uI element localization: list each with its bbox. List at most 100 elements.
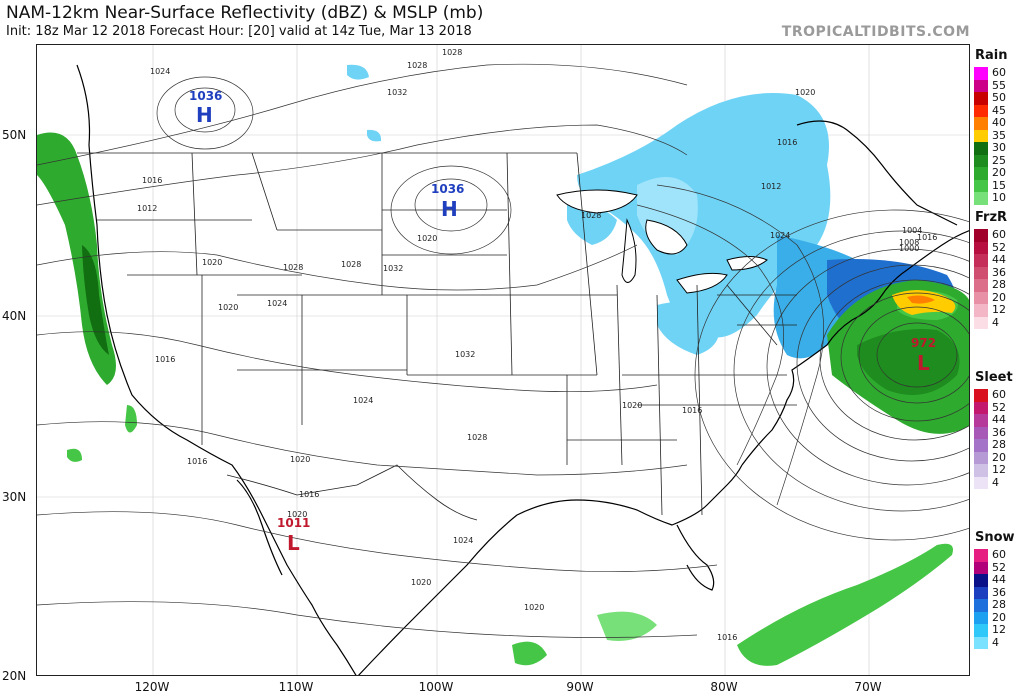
legend-level-label: 30 [992,141,1006,154]
isobar-label: 1028 [341,260,361,269]
legend-swatch [974,154,988,167]
isobar-label: 1016 [155,355,175,364]
legend-swatch [974,611,988,624]
legend-swatch [974,241,988,254]
pressure-value: 1036 [431,182,464,196]
legend-swatch [974,636,988,649]
isobar-label: 1016 [682,406,702,415]
legend-swatch [974,304,988,317]
weather-map: 1024 1028 1028 1032 1016 1012 1020 1028 … [36,44,970,676]
pressure-value: 1011 [277,516,310,530]
legend-level-label: 36 [992,425,1006,439]
legend-level-label: 28 [992,438,1006,451]
legend-swatch [974,167,988,180]
graticule [37,45,969,675]
legend-rain-bar: 60 55 50 45 40 35 30 25 20 15 10 [974,67,1006,205]
legend-swatch [974,104,988,117]
legend-level-label: 12 [992,303,1006,316]
legend-level-label: 44 [992,573,1006,586]
high-pressure-center: 1036 H [189,89,222,127]
legend-swatch [974,79,988,92]
lon-label: 110W [278,680,314,694]
legend-swatch [974,92,988,105]
low-pressure-symbol: L [917,351,930,375]
legend-swatch [974,426,988,439]
lat-label: 20N [2,669,27,683]
high-pressure-center: 1036 H [431,182,464,221]
legend-frzr-bar: 60 52 44 36 28 20 12 4 [974,229,1006,329]
isobar-label: 1028 [407,61,427,70]
legend-level-label: 40 [992,116,1006,129]
isobar-label: 1028 [581,211,601,220]
lon-label: 90W [566,680,594,694]
legend-swatch [974,586,988,599]
isobar-label: 1020 [202,258,222,267]
legend-level-label: 15 [992,178,1006,192]
legend-level-label: 20 [992,450,1006,464]
legend-sleet: Sleet [972,370,1024,385]
legend-swatch [974,316,988,329]
isobars [37,63,969,638]
legend-level-label: 50 [992,91,1006,104]
isobar-label: 1032 [383,264,403,273]
isobar-label: 1020 [411,578,431,587]
lon-label: 120W [134,680,170,694]
isobar-label: 1020 [417,234,437,243]
political-borders [77,152,797,521]
map-canvas: 1024 1028 1028 1032 1016 1012 1020 1028 … [37,45,969,675]
legend-swatch [974,574,988,587]
isobar-label: 1020 [795,88,815,97]
legend-swatch [974,464,988,477]
legend-level-label: 52 [992,240,1006,254]
isobar-label: 1024 [770,231,790,240]
legend-snow: Snow [972,530,1024,545]
pressure-centers: 1036 H 1036 H 1011 L 972 L [189,89,936,555]
legend-level-label: 45 [992,103,1006,117]
pressure-value: 1036 [189,89,222,103]
pressure-value: 972 [911,336,936,350]
chart-subtitle: Init: 18z Mar 12 2018 Forecast Hour: [20… [6,24,472,39]
legend-swatch [974,451,988,464]
high-pressure-symbol: H [196,103,213,127]
legend-level-label: 60 [992,66,1006,79]
legend-swatch [974,129,988,142]
legend-level-label: 55 [992,78,1006,92]
legend-swatch [974,401,988,414]
legend-level-label: 4 [992,635,999,649]
lon-label: 70W [854,680,882,694]
high-pressure-symbol: H [441,197,458,221]
legend-level-label: 12 [992,623,1006,636]
lon-label: 100W [418,680,454,694]
legend-swatch [974,291,988,304]
legend-swatch [974,599,988,612]
legend-swatch [974,389,988,402]
legend-swatch [974,67,988,80]
isobar-label: 1024 [267,299,287,308]
isobar-label: 1008 [899,238,919,247]
isobar-label: 1028 [467,433,487,442]
legend-swatch [974,561,988,574]
legend-level-label: 36 [992,585,1006,599]
legend-swatch [974,439,988,452]
legend-title: Rain [975,48,1008,63]
isobar-label: 1000 [899,244,919,253]
isobar-label: 1016 [299,490,319,499]
legend-swatch [974,476,988,489]
legend-level-label: 60 [992,228,1006,241]
legend-swatch [974,279,988,292]
legend-level-label: 20 [992,610,1006,624]
low-pressure-center: 1011 L [277,516,310,555]
legend-level-label: 28 [992,598,1006,611]
isobar-label: 1020 [218,303,238,312]
legend-swatch [974,229,988,242]
legend-level-label: 25 [992,153,1006,167]
legend-level-label: 35 [992,128,1006,142]
isobar-label: 1024 [353,396,373,405]
legend-level-label: 20 [992,290,1006,304]
legend-swatch [974,192,988,205]
legend-swatch [974,142,988,155]
isobar-label: 1016 [142,176,162,185]
legend-sleet-bar: 60 52 44 36 28 20 12 4 [974,389,1006,489]
legend-level-label: 44 [992,413,1006,426]
legend-snow-bar: 60 52 44 36 28 20 12 4 [974,549,1006,649]
